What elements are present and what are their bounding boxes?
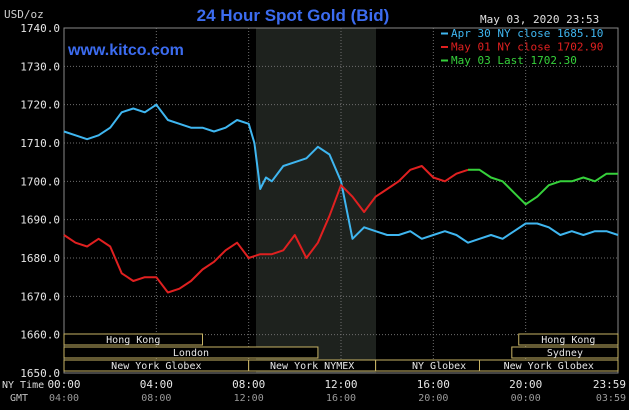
x-tick-label-ny: 20:00 (509, 378, 542, 391)
y-axis-ticks: 1740.0 1730.0 1720.0 1710.0 1700.0 1690.0 1680… (20, 22, 60, 380)
x-tick-label-ny: 08:00 (232, 378, 265, 391)
session-bar (511, 346, 619, 359)
session-bar (63, 346, 319, 359)
x-tick-label-gmt: 03:59 (596, 393, 626, 404)
session-label: NY Globex (412, 361, 466, 372)
y-tick-label: 1670.0 (20, 290, 60, 303)
series-line (468, 168, 618, 206)
session-label: Hong Kong (541, 335, 595, 346)
legend-entry: Apr 30 NY close 1685.10 (451, 27, 603, 40)
timestamp: May 03, 2020 23:53 (480, 13, 599, 26)
x-tick-label-gmt: 16:00 (326, 393, 356, 404)
session-label: Sydney (547, 348, 583, 359)
session-bar (63, 333, 203, 346)
y-tick-label: 1690.0 (20, 214, 60, 227)
x-tick-label-gmt: 00:00 (511, 393, 541, 404)
trading-sessions: Hong Kong London New York Globex New York N… (63, 333, 619, 372)
x-tick-label-gmt: 20:00 (418, 393, 448, 404)
y-tick-label: 1650.0 (20, 367, 60, 380)
x-tick-label-ny: 12:00 (324, 378, 357, 391)
y-tick-label: 1740.0 (20, 22, 60, 35)
session-label: New York NYMEX (270, 361, 354, 372)
legend-entry: May 03 Last 1702.30 (451, 54, 577, 67)
y-tick-label: 1660.0 (20, 329, 60, 342)
series-line (63, 165, 469, 294)
session-label: New York Globex (504, 361, 594, 372)
session-label: Hong Kong (106, 335, 160, 346)
session-bar (518, 333, 619, 346)
chart-title: 24 Hour Spot Gold (Bid) (197, 6, 390, 25)
y-tick-label: 1680.0 (20, 252, 60, 265)
plot-border (63, 27, 619, 374)
x-tick-label-gmt: 04:00 (49, 393, 79, 404)
y-tick-label: 1720.0 (20, 99, 60, 112)
series-line (63, 103, 619, 244)
x-tick-label-ny: 23:59 (593, 378, 626, 391)
ny-time-label: NY Time (2, 380, 44, 391)
x-tick-label-gmt: 12:00 (234, 393, 264, 404)
session-label: London (173, 348, 209, 359)
series-lines (63, 103, 619, 294)
x-tick-label-ny: 00:00 (47, 378, 80, 391)
session-bar (479, 359, 619, 372)
watermark-link[interactable]: www.kitco.com (67, 42, 184, 59)
y-tick-label: 1700.0 (20, 175, 60, 188)
session-label: New York Globex (111, 361, 201, 372)
x-axis-ticks: 00:00 04:00 04:00 08:00 08:00 12:00 12:00 16:00… (47, 378, 626, 404)
nymex-session-shade (256, 28, 376, 373)
x-tick-label-ny: 04:00 (140, 378, 173, 391)
x-tick-label-ny: 16:00 (417, 378, 450, 391)
y-tick-label: 1730.0 (20, 60, 60, 73)
units-label: USD/oz (4, 8, 44, 21)
y-tick-label: 1710.0 (20, 137, 60, 150)
grid (63, 27, 619, 374)
legend-entry: May 01 NY close 1702.90 (451, 41, 603, 54)
gmt-label: GMT (10, 393, 28, 404)
x-tick-label-gmt: 08:00 (141, 393, 171, 404)
